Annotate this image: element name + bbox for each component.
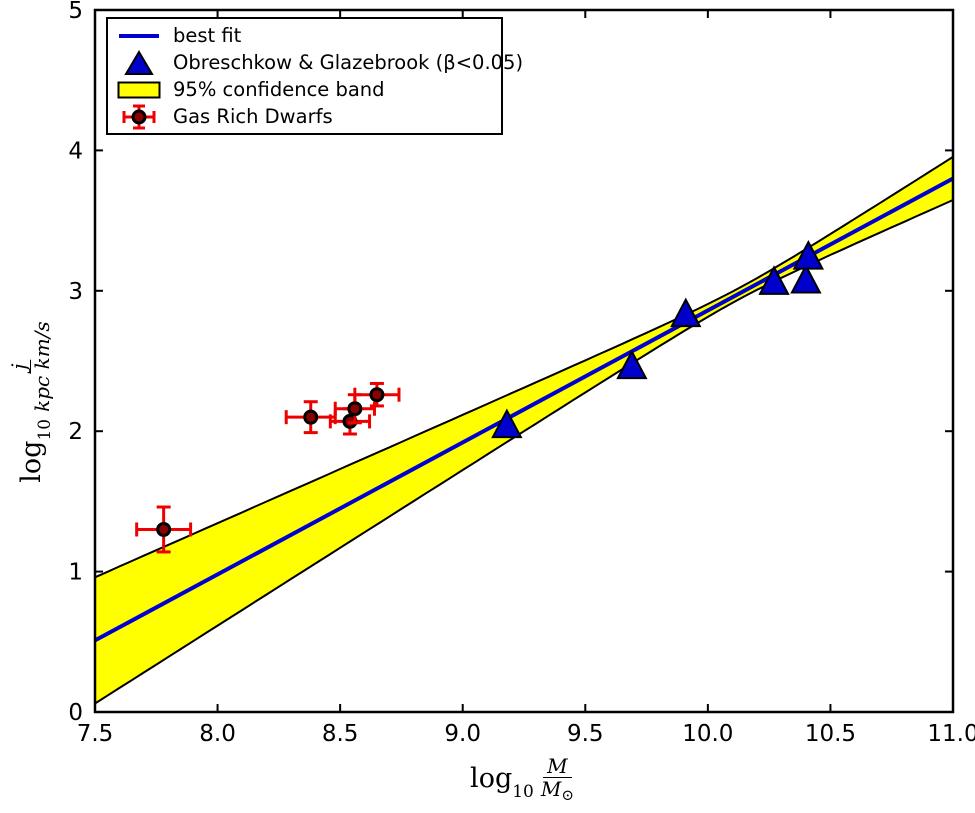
y-tick-label: 2 xyxy=(68,419,83,445)
x-axis-label: log 10 M M ⊙ xyxy=(470,756,578,803)
triangle-marker xyxy=(790,263,822,294)
best-fit-line xyxy=(94,176,954,643)
dwarf-marker xyxy=(369,387,385,403)
y-label-log: log xyxy=(15,440,47,483)
x-tick-label: 10.0 xyxy=(682,721,733,747)
plot-frame xyxy=(93,8,955,714)
dwarf-marker-icon xyxy=(114,103,164,131)
triangle-marker-icon xyxy=(114,49,164,76)
y-label-denominator: kpc km/s xyxy=(30,321,54,412)
y-tick-label: 3 xyxy=(68,279,83,305)
triangle-marker xyxy=(792,239,825,270)
y-tick-label: 4 xyxy=(68,138,83,164)
x-tick-label: 8.0 xyxy=(199,721,236,747)
y-axis-label: log 10 j kpc km/s xyxy=(7,317,55,483)
sun-symbol: ⊙ xyxy=(561,785,574,804)
legend-item-best-fit: best fit xyxy=(114,22,493,49)
x-tick-label: 11.0 xyxy=(927,721,975,747)
dwarf-marker xyxy=(156,521,172,537)
x-tick-label: 7.5 xyxy=(77,721,114,747)
y-label-sub: 10 xyxy=(35,418,55,441)
legend-label: Obreschkow & Glazebrook (β<0.05) xyxy=(173,51,524,74)
triangle-marker xyxy=(491,408,523,439)
x-tick-label: 9.0 xyxy=(444,721,481,747)
triangle-marker xyxy=(670,297,702,328)
legend-label: best fit xyxy=(173,24,242,47)
x-tick-label: 10.5 xyxy=(805,721,856,747)
best-fit-line-icon xyxy=(114,32,164,40)
x-tick-label: 8.5 xyxy=(322,721,359,747)
confidence-band-lower-edge xyxy=(94,199,954,705)
triangle-marker xyxy=(616,349,648,380)
confidence-band-icon xyxy=(114,81,164,99)
y-label-numerator: j xyxy=(7,359,31,374)
legend-label: Gas Rich Dwarfs xyxy=(173,105,333,128)
legend: best fit Obreschkow & Glazebrook (β<0.05… xyxy=(106,17,523,135)
legend-item-confidence-band: 95% confidence band xyxy=(114,76,493,103)
dwarf-marker xyxy=(303,409,319,425)
x-tick-label: 9.5 xyxy=(567,721,604,747)
x-label-denominator: M xyxy=(540,777,562,801)
x-label-log: log xyxy=(470,762,513,794)
y-tick-label: 1 xyxy=(68,560,83,586)
x-label-sub: 10 xyxy=(512,782,534,802)
triangle-marker xyxy=(758,265,790,295)
confidence-band-upper-edge xyxy=(94,156,954,579)
y-tick-label: 5 xyxy=(68,0,83,24)
dwarf-marker xyxy=(347,401,363,417)
y-tick-label: 0 xyxy=(68,700,83,726)
legend-item-dwarfs: Gas Rich Dwarfs xyxy=(114,103,493,130)
x-label-numerator: M xyxy=(543,756,572,778)
legend-label: 95% confidence band xyxy=(173,78,385,101)
legend-item-triangles: Obreschkow & Glazebrook (β<0.05) xyxy=(114,49,523,76)
